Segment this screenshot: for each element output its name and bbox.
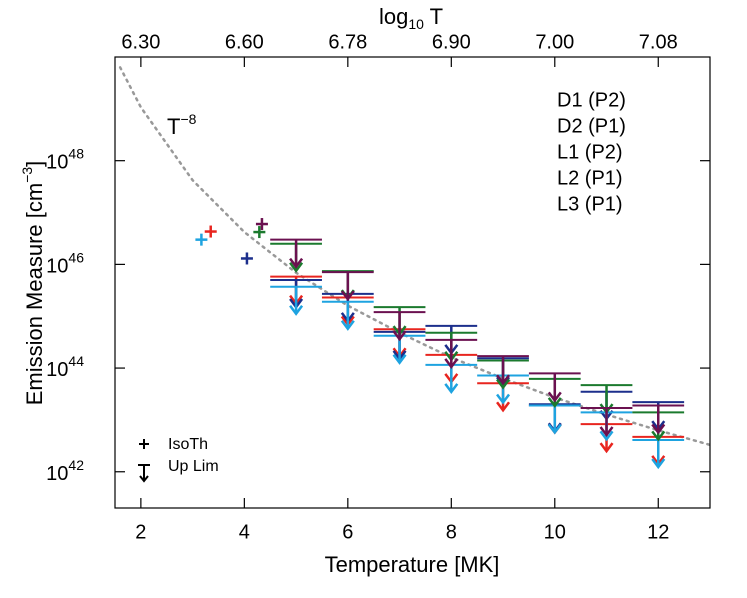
- limit-arrow-head: [496, 393, 511, 405]
- limit-arrow-head: [599, 442, 614, 454]
- x2-axis-title-sub: 10: [408, 16, 424, 32]
- x2-axis-title-text: log: [379, 4, 408, 29]
- x-axis-title: Temperature [MK]: [325, 552, 500, 577]
- limit-symbol: [139, 475, 149, 483]
- x2-tick-label: 6.78: [328, 31, 367, 53]
- y-tick-base: 10: [46, 256, 68, 278]
- limit-arrow-head: [651, 430, 666, 442]
- x-tick-label: 8: [446, 521, 457, 543]
- x2-axis-title-end: T: [424, 4, 443, 29]
- x-tick-label: 10: [544, 521, 566, 543]
- limit-arrow-head: [289, 257, 304, 269]
- y-tick-label: 1044: [46, 353, 84, 382]
- iso-point: [253, 226, 266, 239]
- legend-label: D1 (P2): [557, 89, 626, 111]
- x-tick-label: 2: [135, 521, 146, 543]
- limit-arrow-head: [289, 261, 304, 273]
- y-axis-title: Emission Measure [cm−3]: [19, 161, 47, 406]
- symbol-legend: IsoTh Up Lim: [138, 436, 219, 483]
- limit-arrow-head: [651, 423, 666, 435]
- y-tick-exponent: 42: [68, 456, 84, 472]
- x-tick-label: 12: [647, 521, 669, 543]
- limit-arrow-head: [392, 354, 407, 365]
- reference-label: T−8: [167, 111, 197, 139]
- limit-arrow-head: [289, 305, 304, 316]
- limit-arrow-head: [599, 430, 614, 442]
- limit-arrow-head: [651, 458, 666, 470]
- limit-arrow-head: [392, 330, 407, 342]
- iso-point: [255, 218, 268, 231]
- limit-arrow-head: [547, 397, 562, 408]
- limit-legend-label: Up Lim: [168, 458, 219, 475]
- limit-arrow-head: [547, 391, 562, 403]
- y-axis-title-sup: −3: [19, 167, 35, 183]
- x2-tick-label: 6.30: [121, 31, 160, 53]
- limit-arrow-head: [340, 320, 355, 331]
- y-tick-label: 1042: [46, 456, 84, 485]
- limit-arrow-head: [340, 290, 355, 302]
- legend-label: L3 (P1): [557, 193, 623, 215]
- y-tick-label: 1048: [46, 145, 84, 174]
- x2-axis-title: log10 T: [379, 4, 443, 32]
- legend-label: L2 (P1): [557, 167, 623, 189]
- plot-frame: [114, 56, 711, 509]
- reference-label-text: T: [167, 114, 180, 139]
- legend-label: L1 (P2): [557, 141, 623, 163]
- y-tick-label: 1046: [46, 249, 84, 278]
- reference-label-sup: −8: [180, 111, 196, 127]
- y-axis-title-end: ]: [22, 161, 47, 167]
- iso-point: [195, 233, 208, 246]
- limit-arrow-head: [496, 374, 511, 386]
- limit-arrow-head: [444, 358, 459, 369]
- x2-tick-label: 7.00: [535, 31, 574, 53]
- x2-tick-label: 7.08: [639, 31, 678, 53]
- legend-label: D2 (P1): [557, 115, 626, 137]
- limit-arrow-head: [496, 401, 511, 413]
- iso-point: [240, 252, 253, 265]
- limit-arrow-head: [547, 423, 562, 435]
- y-tick-exponent: 46: [68, 249, 84, 265]
- y-axis-title-text: Emission Measure [cm: [22, 183, 47, 406]
- x2-tick-label: 6.60: [225, 31, 264, 53]
- y-tick-base: 10: [46, 463, 68, 485]
- y-tick-base: 10: [46, 359, 68, 381]
- y-tick-base: 10: [46, 152, 68, 174]
- limit-arrow-head: [599, 426, 614, 438]
- x-tick-label: 6: [342, 521, 353, 543]
- iso-legend-label: IsoTh: [168, 436, 208, 453]
- iso-point: [204, 225, 217, 238]
- y-tick-exponent: 48: [68, 145, 84, 161]
- limit-arrow-head: [444, 383, 459, 395]
- y-tick-exponent: 44: [68, 353, 84, 369]
- limit-arrow-head: [496, 378, 511, 390]
- x-tick-label: 4: [239, 521, 250, 543]
- x2-tick-label: 6.90: [432, 31, 471, 53]
